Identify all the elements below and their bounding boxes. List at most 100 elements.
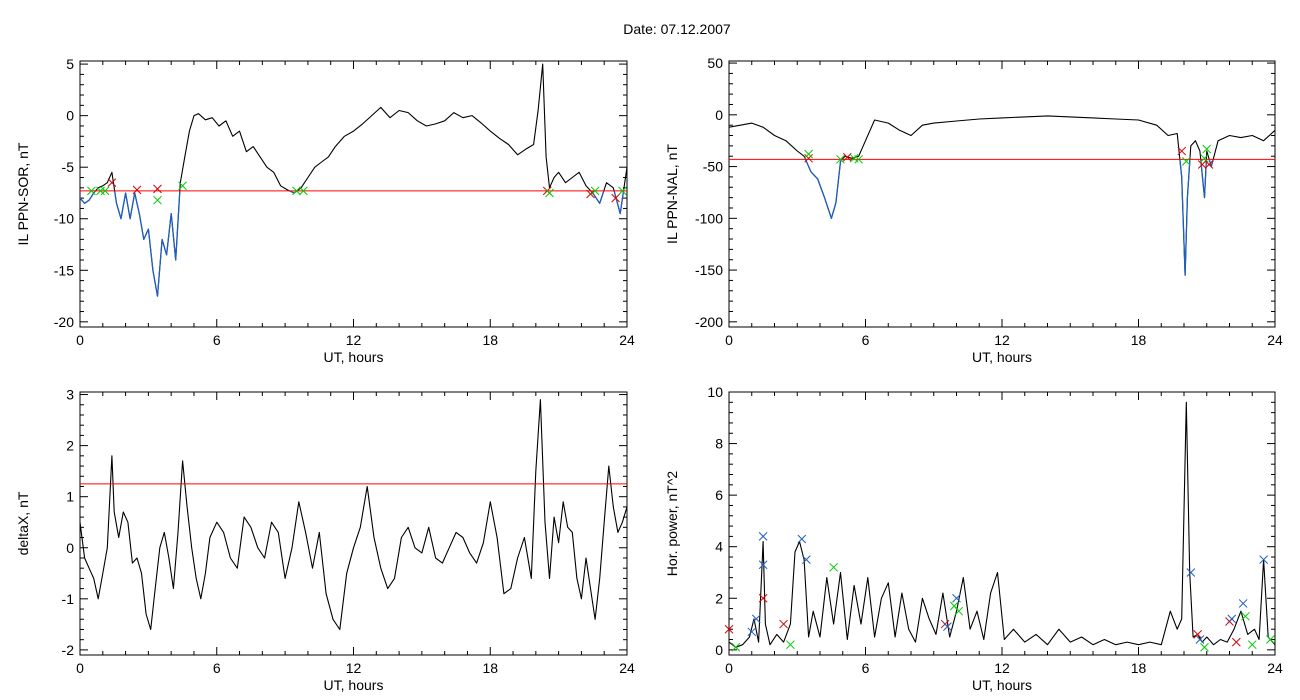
below-threshold-layer (80, 190, 625, 297)
x-tick-label: 0 (725, 332, 733, 348)
y-tick-label: 3 (66, 387, 74, 403)
marker-stroke (1181, 157, 1191, 166)
y-tick-label: -2 (62, 642, 75, 658)
panel-ppn-nal: 0 6 12 18 24 50 0 -50 -100 -150 -200 UT, hours IL PP… (664, 55, 1283, 365)
marker-stroke (1195, 635, 1205, 644)
y-axis-label: IL PPN-NAL, nT (664, 144, 680, 244)
event-marker (758, 532, 768, 541)
event-marker (153, 195, 162, 205)
y-axis-label: Hor. power, nT^2 (664, 471, 680, 577)
y-axis-label: IL PPN-SOR, nT (15, 142, 31, 245)
marker-stroke (758, 560, 768, 570)
x-tick-label: 6 (862, 332, 870, 348)
event-marker (758, 560, 768, 570)
marker-stroke (751, 614, 761, 624)
series-line-0 (80, 399, 627, 631)
y-tick-label: -200 (695, 314, 723, 330)
marker-stroke (854, 154, 864, 164)
marker-stroke (786, 640, 795, 650)
event-marker (758, 593, 768, 603)
marker-stroke (153, 184, 162, 194)
series-below-threshold (80, 190, 625, 297)
event-marker (804, 149, 813, 159)
series-layer (729, 115, 1275, 276)
y-tick-label: -150 (695, 262, 723, 278)
x-tick-label: 0 (76, 332, 84, 348)
marker-stroke (1266, 635, 1275, 644)
event-marker (943, 622, 952, 631)
event-marker (804, 153, 813, 163)
event-marker (1200, 153, 1209, 163)
event-marker (1241, 611, 1250, 621)
marker-stroke (87, 186, 96, 196)
marker-stroke (586, 189, 595, 199)
marker-stroke (829, 562, 839, 572)
event-marker (786, 640, 795, 650)
event-marker (1259, 555, 1268, 564)
marker-stroke (1177, 146, 1187, 156)
marker-stroke (747, 627, 757, 637)
series-layer (80, 63, 627, 297)
event-marker (747, 627, 757, 637)
marker-stroke (849, 153, 859, 163)
plot-frame (728, 60, 1276, 328)
event-marker (100, 186, 110, 196)
panel-deltax: 0 6 12 18 24 3 2 1 0 -1 -2 UT, hours deltaX, nT (15, 387, 635, 693)
y-tick-label: -20 (54, 314, 74, 330)
event-marker (797, 534, 807, 544)
event-marker (1177, 146, 1187, 156)
event-marker (618, 186, 627, 196)
series-layer (729, 401, 1275, 648)
y-tick-label: -10 (54, 211, 74, 227)
x-tick-label: 18 (1131, 332, 1147, 348)
series-line-0 (729, 115, 1275, 276)
event-marker (751, 614, 761, 624)
marker-stroke (299, 186, 308, 196)
event-marker (1227, 614, 1237, 624)
marker-stroke (1204, 160, 1214, 169)
marker-stroke (952, 593, 961, 603)
event-marker (1202, 144, 1212, 154)
event-marker (1247, 640, 1257, 650)
marker-stroke (1241, 611, 1250, 621)
marker-stroke (153, 195, 162, 205)
y-tick-label: 50 (707, 55, 723, 71)
marker-stroke (804, 149, 813, 159)
y-tick-label: 2 (66, 438, 74, 454)
marker-stroke (611, 193, 620, 203)
panel-ppn-sor: 0 6 12 18 24 5 0 -5 -10 -15 -20 UT, hours IL PPN-SOR… (15, 56, 635, 365)
figure-date-title: Date: 07.12.2007 (623, 21, 731, 37)
event-marker (1231, 637, 1241, 647)
event-marker (590, 186, 600, 196)
marker-stroke (618, 186, 627, 196)
marker-stroke (132, 185, 142, 195)
y-tick-label: -50 (703, 159, 723, 175)
marker-stroke (107, 178, 117, 188)
event-marker (1238, 599, 1248, 608)
event-marker (132, 185, 142, 195)
marker-stroke (724, 624, 734, 634)
event-marker (299, 186, 308, 196)
x-axis-label: UT, hours (324, 349, 384, 365)
below-threshold-layer (804, 159, 1214, 276)
marker-stroke (590, 186, 600, 196)
event-marker (829, 562, 839, 572)
y-tick-label: 4 (715, 539, 723, 555)
x-tick-label: 18 (482, 332, 498, 348)
event-marker (1195, 635, 1205, 644)
marker-stroke (1247, 640, 1257, 650)
y-axis-label: deltaX, nT (15, 491, 31, 555)
marker-stroke (801, 555, 811, 564)
event-marker (586, 189, 595, 199)
marker-stroke (545, 188, 554, 198)
x-tick-label: 0 (725, 660, 733, 676)
y-tick-label: 2 (715, 590, 723, 606)
event-marker (153, 184, 162, 194)
event-marker (954, 606, 964, 616)
marker-stroke (758, 593, 768, 603)
marker-stroke (1200, 153, 1209, 163)
event-marker (952, 593, 961, 603)
marker-stroke (731, 642, 741, 652)
event-marker (1186, 568, 1196, 577)
